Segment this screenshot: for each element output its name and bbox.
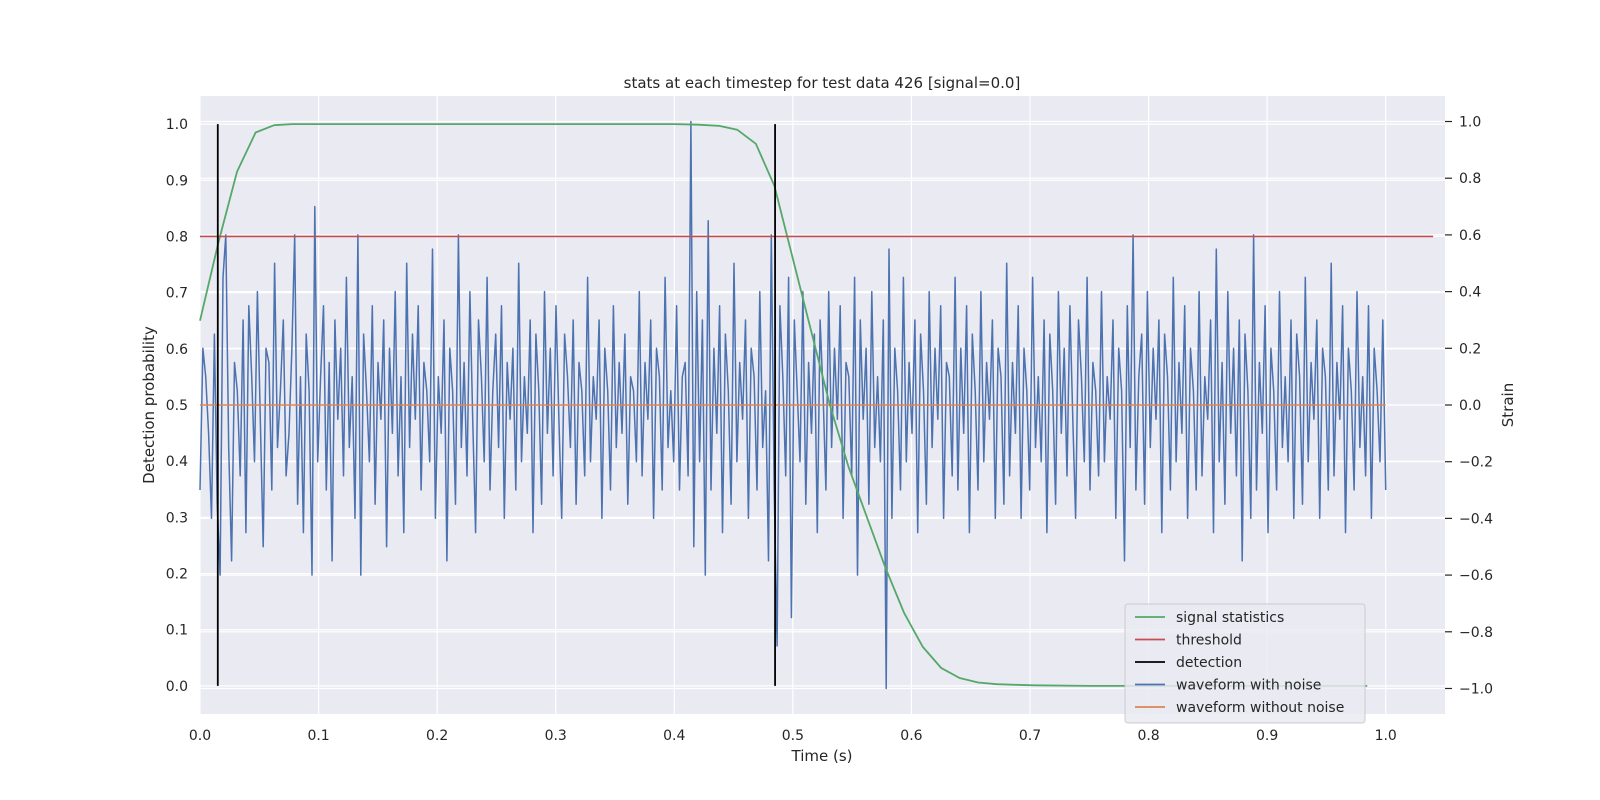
y-tick-label: 0.7 (166, 286, 188, 302)
x-tick-label: 0.7 (1019, 728, 1041, 744)
x-tick-label: 0.4 (663, 728, 685, 744)
legend-item-detection: detection (1135, 655, 1242, 671)
y-axis-label: Detection probability (140, 326, 158, 484)
legend-item-waveform-without-noise: waveform without noise (1135, 700, 1344, 716)
y2-tick-label: 0.6 (1459, 228, 1481, 244)
legend-label: waveform with noise (1176, 678, 1321, 694)
x-tick-label: 0.0 (189, 728, 211, 744)
y2-axis-label: Strain (1499, 383, 1517, 427)
ticks: 0.0 0.1 0.2 0.3 0.4 0.5 0.6 0.7 0.8 0.9 1.0 0.0 0.1 0… (166, 115, 1493, 744)
y2-tick-label: 0.2 (1459, 341, 1481, 357)
y2-tick-label: −0.4 (1459, 511, 1493, 527)
legend: signal statistics threshold detection wavef… (1124, 603, 1366, 724)
x-tick-label: 1.0 (1375, 728, 1397, 744)
y2-tick-label: 0.8 (1459, 171, 1481, 187)
chart-title: stats at each timestep for test data 426… (624, 74, 1021, 92)
y-tick-label: 0.0 (166, 679, 188, 695)
legend-item-threshold: threshold (1135, 633, 1242, 649)
y-tick-label: 0.3 (166, 510, 188, 526)
legend-label: detection (1176, 655, 1242, 671)
y-tick-label: 0.9 (166, 173, 188, 189)
y-tick-label: 0.4 (166, 454, 188, 470)
y-tick-label: 0.6 (166, 342, 188, 358)
series-waveform-with-noise (199, 120, 1387, 690)
series-layer (199, 120, 1434, 690)
legend-frame (1124, 603, 1366, 724)
y2-tick-label: 1.0 (1459, 115, 1481, 131)
x-tick-label: 0.1 (307, 728, 329, 744)
y2-tick-label: 0.0 (1459, 398, 1481, 414)
y-tick-label: 1.0 (166, 117, 188, 133)
legend-label: threshold (1176, 633, 1242, 649)
legend-label: signal statistics (1176, 610, 1284, 626)
y-tick-label: 0.5 (166, 398, 188, 414)
x-tick-label: 0.9 (1256, 728, 1278, 744)
series-signal-statistics (199, 123, 1368, 687)
x-axis-label: Time (s) (791, 747, 853, 765)
x-tick-label: 0.3 (545, 728, 567, 744)
legend-item-waveform-with-noise: waveform with noise (1135, 678, 1321, 694)
legend-label: waveform without noise (1176, 700, 1344, 716)
y2-tick-label: −0.2 (1459, 455, 1493, 471)
x-tick-label: 0.2 (426, 728, 448, 744)
y2-tick-label: −0.6 (1459, 568, 1493, 584)
x-tick-label: 0.6 (900, 728, 922, 744)
x-tick-label: 0.8 (1137, 728, 1159, 744)
y2-tick-label: −0.8 (1459, 625, 1493, 641)
y2-tick-label: 0.4 (1459, 285, 1481, 301)
y-tick-label: 0.8 (166, 229, 188, 245)
y-tick-label: 0.1 (166, 623, 188, 639)
y2-tick-label: −1.0 (1459, 681, 1493, 697)
x-tick-label: 0.5 (782, 728, 804, 744)
legend-item-signal-statistics: signal statistics (1135, 610, 1284, 626)
y-tick-label: 0.2 (166, 567, 188, 583)
